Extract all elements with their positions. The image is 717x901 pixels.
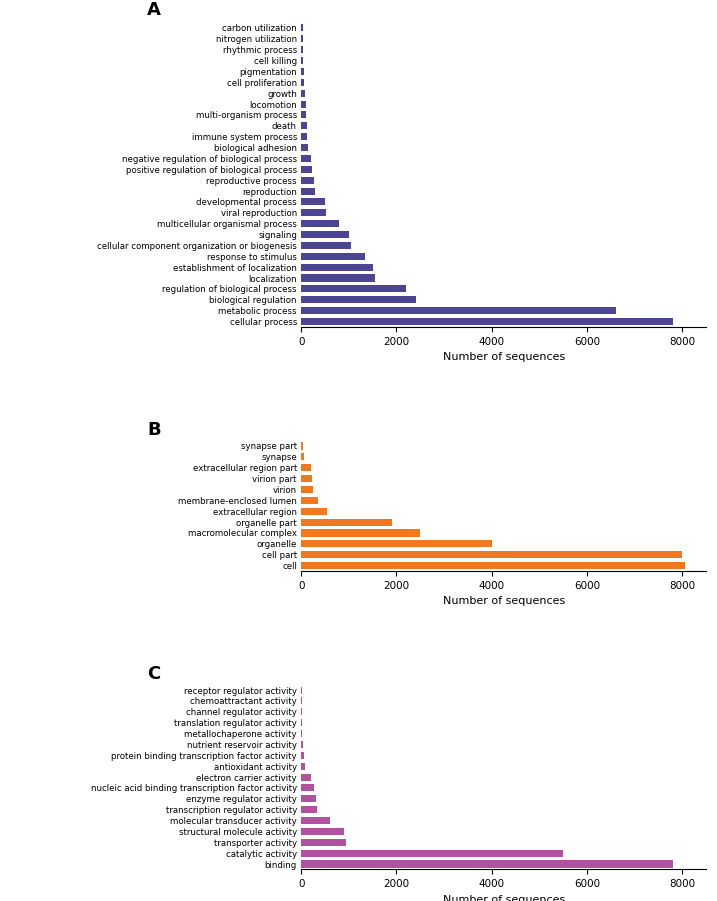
Bar bbox=[301, 850, 564, 857]
Bar bbox=[301, 187, 315, 195]
Bar bbox=[301, 762, 305, 769]
Bar bbox=[301, 90, 305, 96]
Bar bbox=[301, 68, 303, 75]
Bar bbox=[301, 453, 303, 460]
Bar bbox=[301, 730, 303, 737]
Text: C: C bbox=[147, 665, 161, 683]
Bar bbox=[301, 806, 318, 814]
Bar bbox=[301, 198, 325, 205]
Bar bbox=[301, 296, 416, 304]
Bar bbox=[301, 442, 303, 450]
Bar bbox=[301, 46, 303, 53]
Bar bbox=[301, 860, 673, 868]
Bar bbox=[301, 166, 312, 173]
Bar bbox=[301, 507, 328, 514]
Text: A: A bbox=[147, 2, 161, 20]
Text: B: B bbox=[147, 422, 161, 440]
Bar bbox=[301, 307, 616, 314]
Bar bbox=[301, 530, 420, 536]
Bar bbox=[301, 839, 346, 846]
X-axis label: Number of sequences: Number of sequences bbox=[442, 352, 565, 362]
Bar bbox=[301, 112, 306, 118]
Bar bbox=[301, 817, 330, 824]
Bar bbox=[301, 123, 307, 130]
Bar bbox=[301, 241, 351, 249]
Bar bbox=[301, 24, 303, 32]
Bar bbox=[301, 220, 339, 227]
Bar bbox=[301, 541, 492, 548]
Bar bbox=[301, 562, 685, 569]
Bar bbox=[301, 286, 406, 293]
Bar bbox=[301, 101, 306, 107]
Bar bbox=[301, 177, 315, 184]
Bar bbox=[301, 828, 344, 835]
Bar bbox=[301, 774, 310, 780]
Bar bbox=[301, 144, 308, 151]
Bar bbox=[301, 209, 326, 216]
Bar bbox=[301, 264, 373, 270]
Bar bbox=[301, 57, 303, 64]
Bar bbox=[301, 35, 303, 42]
Bar bbox=[301, 496, 318, 504]
Bar bbox=[301, 475, 312, 482]
Bar bbox=[301, 519, 391, 525]
Bar bbox=[301, 318, 673, 325]
Bar bbox=[301, 796, 316, 802]
X-axis label: Number of sequences: Number of sequences bbox=[442, 596, 565, 606]
Bar bbox=[301, 741, 303, 748]
Bar bbox=[301, 253, 366, 259]
Bar bbox=[301, 155, 310, 162]
Bar bbox=[301, 551, 683, 559]
Bar bbox=[301, 785, 315, 791]
Bar bbox=[301, 231, 348, 238]
Bar bbox=[301, 719, 302, 726]
Bar bbox=[301, 78, 304, 86]
Bar bbox=[301, 751, 305, 759]
Bar bbox=[301, 275, 375, 281]
X-axis label: Number of sequences: Number of sequences bbox=[442, 895, 565, 901]
Bar bbox=[301, 486, 313, 493]
Bar bbox=[301, 133, 308, 141]
Bar bbox=[301, 464, 310, 471]
